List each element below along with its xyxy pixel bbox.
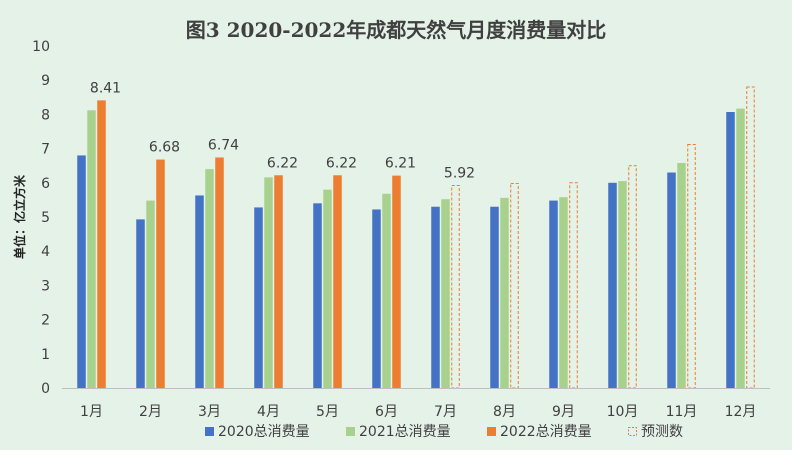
bar-2020总消费量-3月 [195, 195, 204, 388]
bar-2020总消费量-4月 [254, 207, 263, 388]
bar-2022总消费量-3月 [215, 157, 224, 388]
legend-swatch [629, 428, 637, 436]
bar-2022总消费量-4月 [274, 175, 283, 388]
y-tick-label: 3 [41, 278, 50, 294]
bar-2020总消费量-2月 [136, 219, 145, 388]
bar-2020总消费量-12月 [726, 112, 735, 388]
x-tick-label: 7月 [434, 404, 457, 420]
bar-2021总消费量-5月 [323, 190, 332, 388]
x-tick-label: 11月 [666, 404, 698, 420]
bar-2020总消费量-11月 [667, 173, 676, 388]
x-tick-label: 12月 [725, 404, 757, 420]
y-axis-ticks: 0 1 2 3 4 5 6 7 8 9 10 [32, 39, 50, 397]
x-tick-label: 6月 [375, 404, 398, 420]
y-axis-label-group: 单位：亿立方米 [12, 174, 27, 259]
legend-label: 预测数 [641, 424, 683, 440]
data-labels: 8.41 6.68 6.74 6.22 6.22 6.21 5.92 [90, 80, 475, 181]
x-tick-label: 10月 [607, 404, 639, 420]
y-tick-label: 0 [41, 381, 50, 397]
y-tick-label: 8 [41, 107, 50, 123]
chart-canvas: 图3 2020-2022年成都天然气月度消费量对比 单位：亿立方米 0 1 2 3 4 5… [0, 0, 792, 450]
bar-2022总消费量-2月 [156, 160, 165, 388]
x-tick-label: 4月 [257, 404, 280, 420]
bar-2020总消费量-9月 [549, 201, 558, 388]
x-tick-label: 9月 [552, 404, 575, 420]
bar-2022总消费量-5月 [333, 175, 342, 388]
bars-group [77, 87, 754, 388]
bar-2021总消费量-9月 [559, 197, 568, 388]
bar-2020总消费量-1月 [77, 155, 86, 388]
bar-2020总消费量-7月 [431, 207, 440, 388]
bar-预测数-10月 [629, 166, 637, 388]
bar-2020总消费量-8月 [490, 207, 499, 388]
legend-swatch [487, 427, 496, 436]
bar-2021总消费量-1月 [87, 110, 96, 388]
data-label: 6.74 [208, 137, 239, 153]
data-label: 6.22 [267, 155, 298, 171]
bar-2022总消费量-6月 [392, 176, 401, 388]
legend-label: 2022总消费量 [500, 424, 592, 440]
bar-预测数-7月 [452, 186, 460, 388]
bar-2021总消费量-8月 [500, 198, 509, 388]
y-tick-label: 6 [41, 176, 50, 192]
data-label: 8.41 [90, 80, 121, 96]
data-label: 6.68 [149, 140, 180, 156]
x-tick-label: 8月 [493, 404, 516, 420]
y-tick-label: 10 [32, 39, 50, 55]
y-tick-label: 9 [41, 73, 50, 89]
y-axis-label: 单位：亿立方米 [12, 174, 27, 259]
x-tick-label: 1月 [80, 404, 103, 420]
legend-swatch [346, 427, 355, 436]
bar-预测数-12月 [747, 87, 755, 388]
bar-2021总消费量-10月 [618, 181, 627, 388]
bar-预测数-11月 [688, 144, 696, 388]
bar-2021总消费量-12月 [736, 109, 745, 388]
y-tick-label: 2 [41, 313, 50, 329]
legend-label: 2020总消费量 [218, 424, 310, 440]
bar-2020总消费量-5月 [313, 203, 322, 388]
legend-swatch [205, 427, 214, 436]
chart-title: 图3 2020-2022年成都天然气月度消费量对比 [186, 18, 607, 42]
bar-2021总消费量-11月 [677, 163, 686, 388]
y-tick-label: 4 [41, 244, 50, 260]
legend-label: 2021总消费量 [359, 424, 451, 440]
y-tick-label: 7 [41, 142, 50, 158]
x-tick-label: 5月 [316, 404, 339, 420]
y-tick-label: 5 [41, 210, 50, 226]
y-tick-label: 1 [41, 347, 50, 363]
bar-预测数-8月 [511, 183, 519, 388]
bar-2020总消费量-6月 [372, 209, 381, 388]
bar-2021总消费量-4月 [264, 177, 273, 388]
bar-2020总消费量-10月 [608, 183, 617, 388]
x-axis-ticks: 1月 2月 3月 4月 5月 6月 7月 8月 9月 10月 11月 12月 [80, 404, 756, 420]
bar-2022总消费量-1月 [97, 100, 106, 388]
bar-预测数-9月 [570, 183, 578, 388]
bar-2021总消费量-6月 [382, 194, 391, 388]
legend: 2020总消费量 2021总消费量 2022总消费量 预测数 [205, 424, 683, 440]
data-label: 6.21 [385, 156, 416, 172]
bar-2021总消费量-2月 [146, 201, 155, 388]
data-label: 5.92 [444, 166, 475, 182]
bar-2021总消费量-7月 [441, 199, 450, 388]
data-label: 6.22 [326, 155, 357, 171]
x-tick-label: 3月 [198, 404, 221, 420]
bar-2021总消费量-3月 [205, 169, 214, 388]
x-tick-label: 2月 [139, 404, 162, 420]
